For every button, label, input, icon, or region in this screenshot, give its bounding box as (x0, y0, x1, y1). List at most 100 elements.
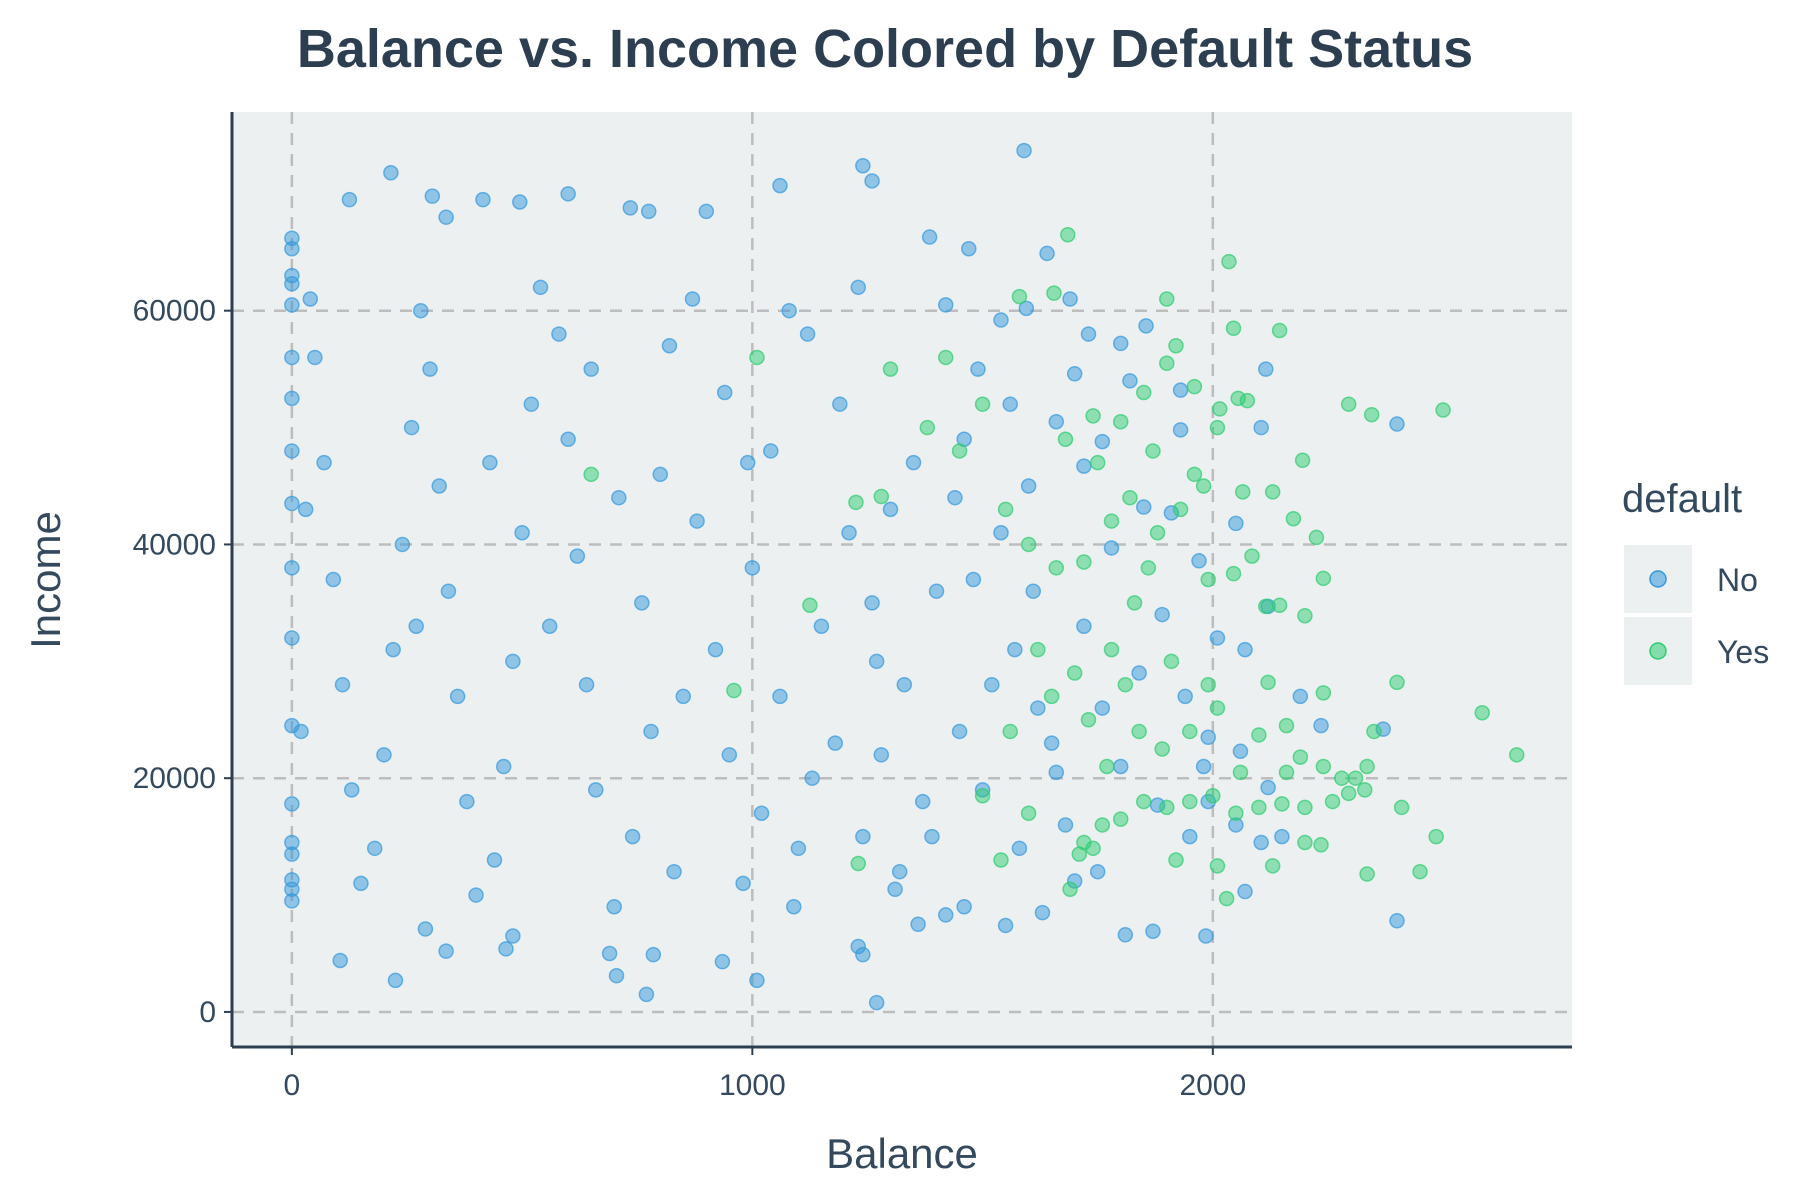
data-point-no (608, 967, 625, 984)
data-point-yes (1428, 828, 1444, 845)
data-point-no (523, 396, 540, 412)
data-point-no (475, 191, 491, 208)
data-point-no (896, 676, 913, 693)
data-point-no (1145, 923, 1161, 940)
y-tick-label: 0 (199, 996, 216, 1029)
data-point-no (744, 560, 761, 576)
data-point-no (714, 953, 731, 970)
data-point-no (325, 571, 342, 588)
data-point-no (505, 928, 521, 944)
data-point-no (1112, 335, 1129, 352)
data-point-no (921, 229, 938, 245)
data-point-yes (1347, 770, 1364, 786)
data-point-no (841, 525, 857, 541)
data-point-no (284, 630, 300, 646)
data-point-yes (1209, 858, 1226, 874)
data-point-yes (1294, 452, 1311, 469)
data-point-no (1062, 291, 1078, 307)
data-point-yes (1389, 674, 1405, 691)
data-point-no (873, 747, 890, 763)
data-point-no (970, 361, 986, 377)
data-point-yes (1278, 764, 1295, 781)
data-point-no (652, 466, 668, 483)
data-point-no (1057, 817, 1074, 833)
data-point-yes (1297, 607, 1313, 624)
data-point-no (1274, 828, 1290, 845)
data-point-no (928, 583, 945, 599)
data-point-yes (1334, 770, 1350, 786)
data-point-no (438, 943, 454, 959)
data-point-no (541, 618, 558, 634)
data-point-yes (1235, 484, 1251, 500)
data-point-yes (1357, 782, 1373, 798)
legend-items: No Yes (1624, 545, 1769, 685)
data-point-yes (1030, 641, 1046, 658)
data-point-no (753, 805, 770, 821)
data-point-no (698, 203, 715, 220)
data-point-no (569, 548, 586, 564)
data-point-yes (1057, 431, 1074, 447)
legend: default No Yes (1622, 477, 1769, 685)
data-point-yes (1239, 392, 1256, 409)
data-point-no (645, 946, 662, 963)
data-point-no (284, 230, 300, 246)
data-point-yes (997, 501, 1014, 518)
data-point-no (993, 525, 1009, 541)
data-point-no (505, 653, 521, 670)
data-point-yes (1412, 863, 1428, 880)
y-tick-label: 40000 (133, 528, 216, 561)
data-point-no (284, 560, 300, 576)
data-point-no (606, 899, 622, 915)
data-point-no (1094, 700, 1111, 716)
data-point-yes (1205, 787, 1221, 804)
data-point-no (1122, 373, 1138, 389)
data-point-no (532, 279, 549, 296)
data-point-yes (1435, 402, 1451, 418)
data-point-yes (1315, 685, 1332, 701)
data-point-no (1237, 641, 1253, 658)
data-point-yes (848, 494, 864, 511)
data-point-yes (1182, 723, 1198, 740)
data-point-no (984, 676, 1000, 693)
data-point-no (855, 158, 871, 174)
data-point-yes (1186, 466, 1203, 483)
data-point-yes (1071, 846, 1088, 862)
data-point-yes (1218, 890, 1235, 907)
data-point-yes (1080, 712, 1097, 728)
data-point-yes (1076, 554, 1092, 570)
data-point-no (1198, 928, 1214, 944)
data-point-no (1089, 863, 1106, 880)
data-point-no (1389, 913, 1405, 929)
data-point-no (408, 618, 424, 634)
data-point-no (749, 972, 765, 989)
data-point-yes (1209, 700, 1226, 716)
data-point-no (864, 595, 880, 611)
data-point-yes (1285, 510, 1302, 527)
data-point-no (1034, 904, 1051, 921)
data-point-no (735, 875, 751, 892)
data-point-no (1260, 779, 1276, 796)
data-point-yes (1232, 764, 1249, 781)
data-point-yes (726, 682, 742, 699)
data-point-yes (882, 361, 899, 377)
data-point-yes (1292, 749, 1309, 765)
data-point-yes (1264, 858, 1281, 874)
data-point-no (284, 796, 300, 812)
legend-title: default (1622, 477, 1742, 521)
data-point-no (1016, 142, 1032, 159)
data-point-no (316, 454, 332, 471)
data-point-no (855, 946, 871, 963)
data-point-yes (1172, 501, 1189, 518)
data-point-no (1048, 413, 1065, 430)
data-point-no (284, 834, 300, 851)
data-point-yes (1271, 597, 1288, 613)
data-point-yes (1085, 840, 1101, 857)
data-point-no (905, 454, 922, 471)
data-point-no (413, 302, 429, 319)
data-point-yes (1313, 837, 1329, 853)
data-point-no (832, 396, 848, 412)
data-point-yes (1159, 355, 1175, 372)
data-point-no (924, 828, 940, 845)
data-point-yes (1182, 793, 1198, 810)
